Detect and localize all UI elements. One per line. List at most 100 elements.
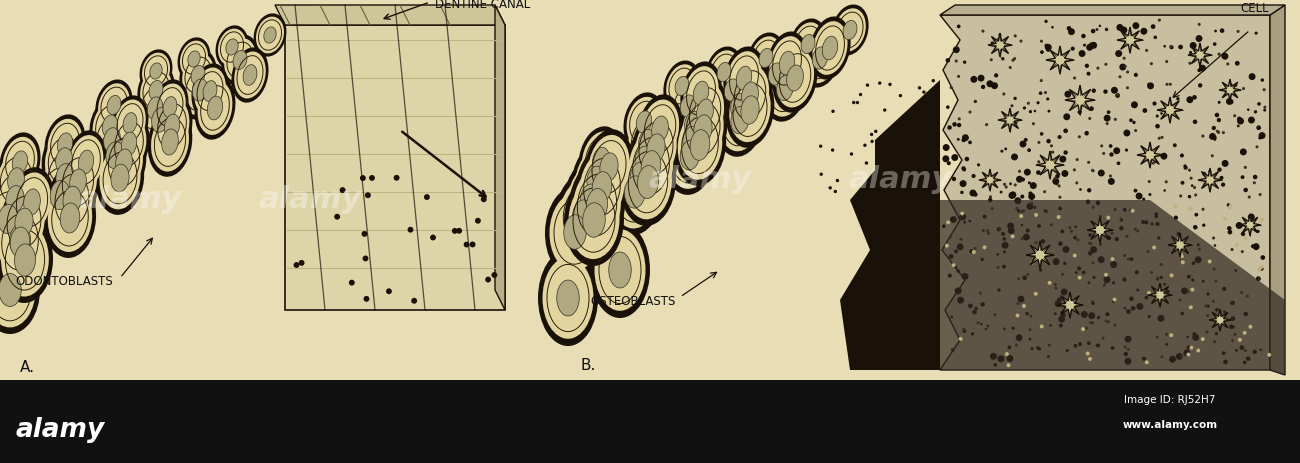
Ellipse shape: [620, 123, 668, 197]
Point: [1147, 333, 1167, 341]
Point: [848, 99, 868, 106]
Point: [1170, 44, 1191, 51]
Point: [1161, 272, 1182, 279]
Point: [1074, 311, 1095, 318]
Point: [1031, 38, 1052, 45]
Polygon shape: [1057, 292, 1083, 318]
Text: alamy: alamy: [849, 165, 952, 194]
Ellipse shape: [8, 168, 25, 192]
Point: [810, 143, 831, 150]
Point: [1202, 133, 1223, 140]
Point: [1221, 82, 1241, 89]
Point: [1069, 133, 1089, 141]
Point: [1004, 153, 1024, 161]
Polygon shape: [988, 33, 1011, 57]
Point: [1179, 273, 1200, 281]
Point: [1170, 296, 1191, 304]
Ellipse shape: [555, 173, 611, 259]
Point: [1045, 310, 1066, 318]
Ellipse shape: [12, 151, 27, 173]
Ellipse shape: [812, 21, 848, 75]
Point: [861, 131, 881, 138]
Point: [1053, 156, 1074, 163]
Ellipse shape: [792, 22, 824, 66]
Point: [1041, 162, 1062, 169]
Point: [1113, 63, 1134, 71]
Point: [1100, 142, 1121, 150]
Point: [1046, 181, 1067, 188]
Point: [1065, 252, 1086, 259]
Point: [1161, 332, 1182, 339]
Point: [1242, 73, 1262, 80]
Ellipse shape: [124, 113, 136, 133]
Point: [1045, 281, 1066, 288]
Point: [992, 55, 1013, 63]
Point: [1028, 222, 1049, 230]
Point: [1105, 116, 1126, 123]
Ellipse shape: [750, 36, 781, 80]
Point: [1063, 166, 1084, 174]
Text: Image ID: RJ52H7: Image ID: RJ52H7: [1124, 395, 1216, 405]
Ellipse shape: [812, 47, 828, 69]
Point: [953, 180, 974, 188]
Point: [1183, 42, 1204, 49]
Point: [1000, 222, 1021, 230]
Point: [1037, 46, 1058, 53]
Point: [1178, 344, 1199, 351]
Point: [989, 225, 1010, 232]
Point: [1031, 323, 1052, 330]
Point: [1179, 60, 1200, 67]
Point: [1082, 298, 1102, 305]
Point: [862, 138, 883, 145]
Ellipse shape: [38, 162, 82, 228]
Ellipse shape: [140, 92, 179, 148]
Point: [841, 150, 862, 158]
Point: [1001, 192, 1022, 199]
Point: [959, 138, 980, 146]
Point: [1084, 274, 1105, 281]
Ellipse shape: [724, 79, 740, 101]
Point: [1008, 312, 1028, 319]
Polygon shape: [285, 25, 504, 310]
Ellipse shape: [90, 107, 134, 173]
Ellipse shape: [224, 38, 256, 81]
Point: [1117, 146, 1138, 154]
Ellipse shape: [164, 114, 179, 138]
Point: [1035, 188, 1056, 195]
Ellipse shape: [99, 147, 140, 209]
Point: [1138, 154, 1158, 162]
Ellipse shape: [91, 119, 139, 191]
Point: [940, 233, 961, 241]
Polygon shape: [1065, 85, 1095, 115]
Point: [1108, 160, 1128, 167]
Point: [1024, 204, 1045, 211]
Point: [944, 154, 965, 161]
Point: [1169, 353, 1190, 360]
Polygon shape: [940, 5, 1284, 15]
Point: [919, 113, 940, 121]
Ellipse shape: [684, 66, 719, 120]
Point: [1162, 356, 1183, 363]
Point: [857, 81, 878, 89]
Ellipse shape: [191, 63, 229, 119]
Point: [980, 193, 1001, 200]
Point: [1149, 135, 1170, 142]
Point: [962, 189, 983, 197]
Ellipse shape: [207, 96, 222, 120]
Point: [982, 39, 1002, 47]
Point: [1058, 25, 1079, 32]
Point: [1027, 344, 1048, 351]
Point: [1109, 24, 1130, 31]
Point: [1080, 250, 1101, 257]
Ellipse shape: [801, 34, 815, 54]
Ellipse shape: [636, 111, 651, 133]
Point: [941, 313, 962, 320]
Point: [1238, 355, 1258, 363]
Point: [1252, 132, 1273, 139]
Point: [978, 322, 998, 330]
Ellipse shape: [90, 96, 130, 156]
Ellipse shape: [191, 65, 205, 85]
Point: [448, 227, 469, 234]
Point: [1150, 315, 1171, 322]
Ellipse shape: [545, 186, 604, 278]
